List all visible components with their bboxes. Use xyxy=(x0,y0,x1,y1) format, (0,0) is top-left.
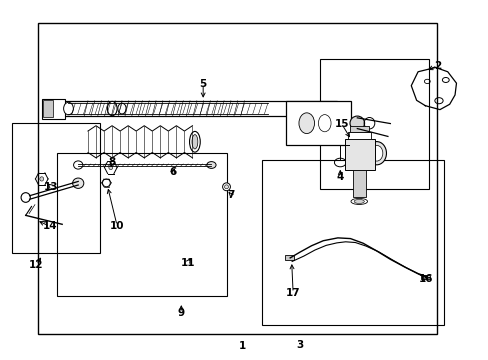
Bar xyxy=(57,153,227,296)
Text: 1: 1 xyxy=(238,341,245,351)
Text: 10: 10 xyxy=(110,221,124,231)
Ellipse shape xyxy=(206,162,216,168)
Ellipse shape xyxy=(349,116,364,130)
Ellipse shape xyxy=(224,185,228,189)
Ellipse shape xyxy=(298,113,314,134)
Text: 12: 12 xyxy=(29,260,43,270)
Ellipse shape xyxy=(21,193,30,202)
Text: 8: 8 xyxy=(108,157,116,167)
Text: 11: 11 xyxy=(180,258,194,268)
Ellipse shape xyxy=(118,103,126,114)
Bar xyxy=(261,160,443,325)
Bar xyxy=(285,102,351,145)
Bar xyxy=(347,132,371,139)
Text: 17: 17 xyxy=(285,288,300,298)
Bar xyxy=(285,255,293,260)
Bar xyxy=(38,23,436,334)
Bar xyxy=(353,170,365,197)
Text: 3: 3 xyxy=(296,340,304,350)
Text: 9: 9 xyxy=(177,308,184,318)
Ellipse shape xyxy=(189,131,200,152)
Ellipse shape xyxy=(192,135,198,149)
Text: 2: 2 xyxy=(433,61,440,71)
Ellipse shape xyxy=(109,165,113,170)
Text: 15: 15 xyxy=(334,119,348,129)
Ellipse shape xyxy=(107,102,117,116)
Bar xyxy=(45,101,336,116)
Ellipse shape xyxy=(222,183,230,191)
Ellipse shape xyxy=(353,199,364,203)
Ellipse shape xyxy=(366,141,386,165)
Text: 4: 4 xyxy=(336,172,343,182)
Ellipse shape xyxy=(73,178,83,188)
Text: 5: 5 xyxy=(199,79,206,89)
Ellipse shape xyxy=(370,145,382,161)
Bar xyxy=(350,126,368,132)
Ellipse shape xyxy=(40,177,43,181)
Text: 6: 6 xyxy=(168,167,176,177)
Text: 13: 13 xyxy=(44,182,59,192)
Bar xyxy=(12,123,100,253)
Bar xyxy=(41,99,65,118)
Text: 7: 7 xyxy=(227,190,235,200)
Bar xyxy=(420,275,429,279)
Ellipse shape xyxy=(73,161,82,169)
Ellipse shape xyxy=(63,102,73,115)
Bar xyxy=(319,59,428,189)
Ellipse shape xyxy=(102,179,110,187)
Text: 16: 16 xyxy=(418,274,432,284)
Bar xyxy=(43,100,53,117)
Ellipse shape xyxy=(350,198,367,204)
Ellipse shape xyxy=(318,114,330,132)
Bar xyxy=(344,139,374,170)
Text: 14: 14 xyxy=(42,221,57,231)
